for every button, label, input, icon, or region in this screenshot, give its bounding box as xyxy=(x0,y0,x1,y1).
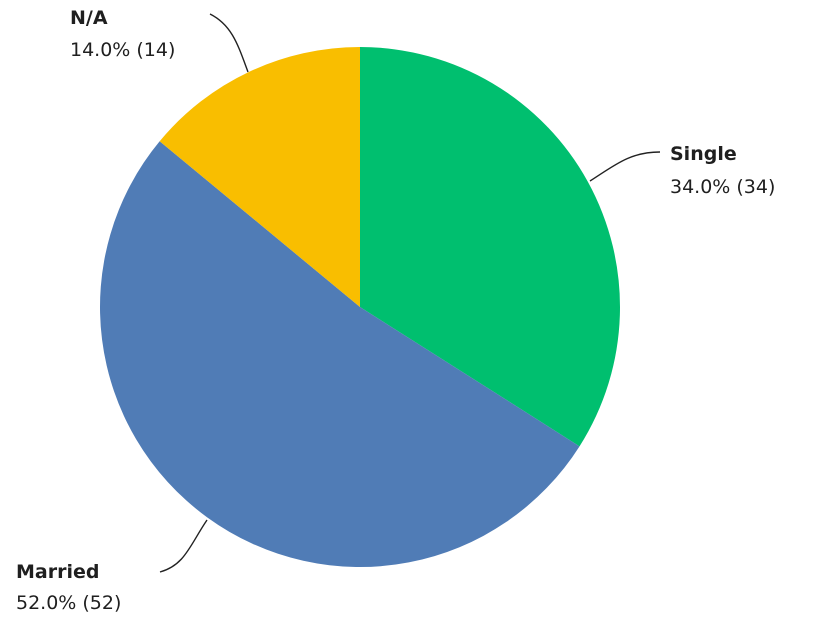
slice-label-married-value: 52.0% (52) xyxy=(16,592,121,614)
slice-label-single-name: Single xyxy=(670,143,737,165)
slice-label-na: N/A 14.0% (14) xyxy=(70,7,175,61)
slice-label-single: Single 34.0% (34) xyxy=(670,143,775,198)
slices-layer xyxy=(100,46,620,567)
leader-line-married xyxy=(159,519,208,573)
slice-label-single-value: 34.0% (34) xyxy=(670,176,775,198)
slice-label-na-name: N/A xyxy=(70,7,108,29)
slice-label-na-value: 14.0% (14) xyxy=(70,39,175,61)
pie-slice-married xyxy=(100,141,580,567)
leader-lines-layer xyxy=(159,13,661,573)
pie-slice-single xyxy=(360,47,620,447)
slice-label-married: Married 52.0% (52) xyxy=(16,561,121,614)
slice-label-married-name: Married xyxy=(16,561,99,583)
pie-slice-n-a xyxy=(159,46,360,307)
leader-line-na xyxy=(209,13,249,73)
leader-line-single xyxy=(589,151,661,182)
